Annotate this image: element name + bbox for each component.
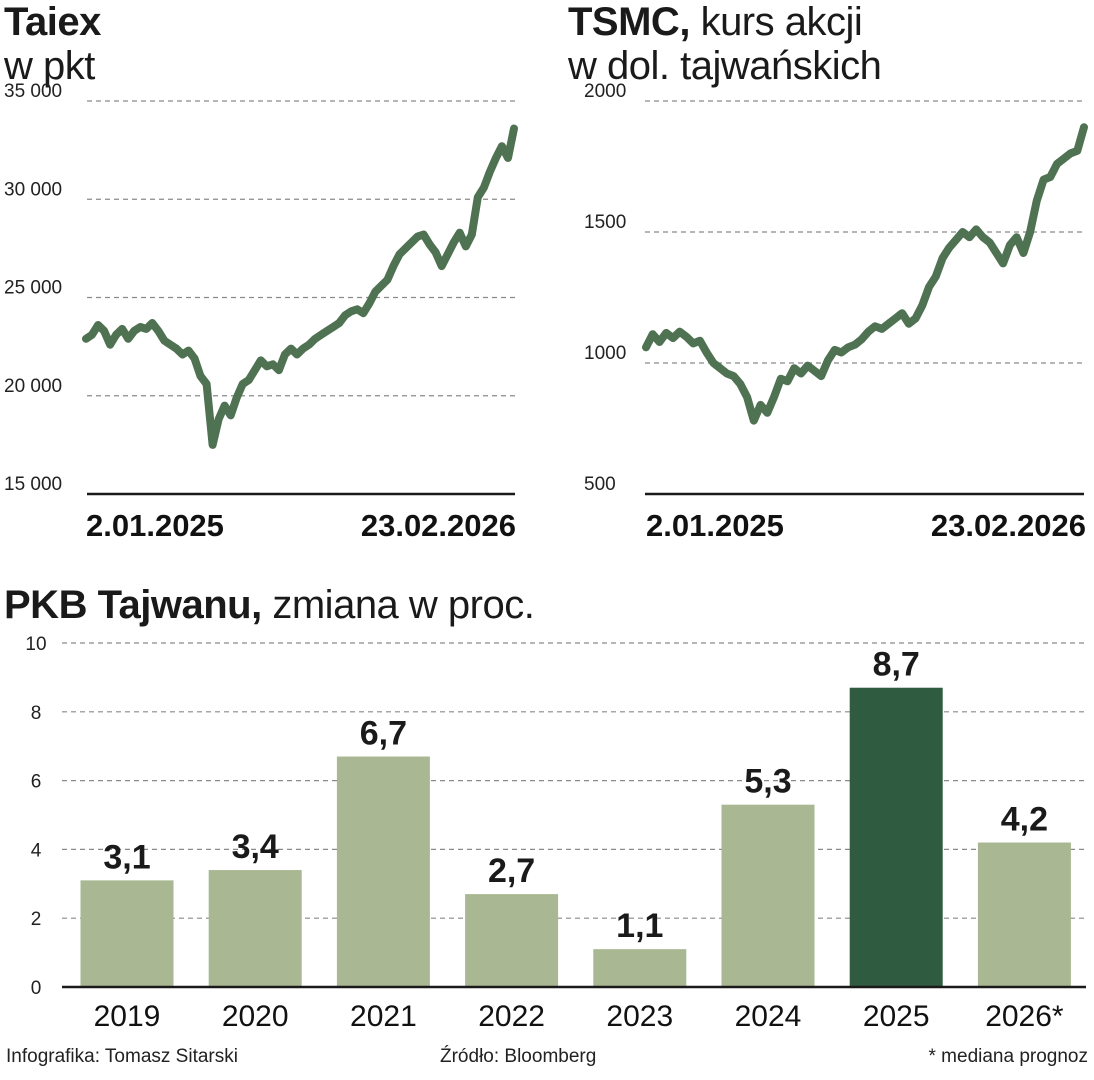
gdp-value-label: 1,1 [616, 907, 663, 945]
gdp-bar [336, 756, 430, 987]
gdp-title-bold: PKB Tajwanu, [4, 583, 262, 627]
gdp-bar [721, 804, 815, 987]
gdp-ytick-label: 0 [31, 978, 42, 999]
gdp-value-label: 4,2 [1001, 801, 1048, 839]
tsmc-subtitle-line1: kurs akcji [700, 0, 863, 44]
gdp-category-label: 2025 [863, 1000, 930, 1033]
tsmc-title: TSMC, kurs akcji w dol. tajwańskich [568, 0, 882, 88]
gdp-value-label: 5,3 [744, 763, 791, 801]
gdp-category-label: 2022 [478, 1000, 545, 1033]
taiex-title: Taiex w pkt [4, 0, 101, 88]
gdp-bar [208, 870, 302, 987]
tsmc-subtitle-line2: w dol. tajwańskich [568, 44, 882, 88]
tsmc-ytick-label: 1000 [584, 343, 626, 364]
taiex-series-line [82, 124, 518, 449]
gdp-bar [977, 842, 1071, 987]
tsmc-xlabel-end: 23.02.2026 [931, 508, 1086, 543]
gdp-value-label: 8,7 [873, 646, 920, 684]
gdp-ytick-label: 10 [25, 634, 46, 655]
tsmc-title-bold: TSMC, [568, 0, 690, 44]
gdp-ytick-label: 2 [31, 909, 42, 930]
gdp-subtitle: zmiana w proc. [272, 583, 535, 627]
footer-source: Źródło: Bloomberg [440, 1046, 597, 1067]
taiex-subtitle: w pkt [4, 44, 95, 88]
tsmc-ytick-label: 500 [584, 474, 616, 495]
taiex-title-bold: Taiex [4, 0, 101, 44]
gdp-ytick-label: 6 [31, 772, 42, 793]
taiex-line-chart: 15 000 20 000 25 000 30 000 35 000 2.01.2025 2… [4, 81, 518, 543]
footer-note: * mediana prognoz [928, 1046, 1089, 1067]
tsmc-xlabel-start: 2.01.2025 [646, 508, 784, 543]
taiex-ytick-label: 30 000 [4, 179, 62, 200]
tsmc-ytick-label: 2000 [584, 81, 626, 102]
taiex-ytick-label: 15 000 [4, 474, 62, 495]
gdp-bar [849, 687, 943, 987]
gdp-ytick-label: 4 [31, 840, 42, 861]
gdp-category-label: 2026* [985, 1000, 1064, 1033]
gdp-value-label: 6,7 [360, 715, 407, 753]
gdp-category-label: 2019 [94, 1000, 161, 1033]
taiex-xlabel-end: 23.02.2026 [361, 508, 516, 543]
taiex-xlabel-start: 2.01.2025 [86, 508, 224, 543]
gdp-category-label: 2021 [350, 1000, 417, 1033]
tsmc-ytick-label: 1500 [584, 212, 626, 233]
gdp-value-label: 2,7 [488, 852, 535, 890]
gdp-category-label: 2024 [735, 1000, 802, 1033]
gdp-bar [80, 880, 174, 987]
gdp-value-label: 3,1 [103, 838, 150, 876]
gdp-bar [593, 949, 687, 987]
gdp-value-label: 3,4 [232, 828, 279, 866]
gdp-bar [465, 894, 559, 987]
gdp-ytick-label: 8 [31, 703, 42, 724]
tsmc-series-line [642, 123, 1088, 425]
gdp-bar-chart: 0 2 4 6 8 10 3,1 2019 3,4 2020 6,7 2021 2,7 2022 1,1 20… [25, 634, 1086, 1033]
gdp-category-label: 2020 [222, 1000, 289, 1033]
footer-author: Infografika: Tomasz Sitarski [6, 1046, 238, 1067]
taiex-ytick-label: 35 000 [4, 81, 62, 102]
taiex-ytick-label: 25 000 [4, 278, 62, 299]
tsmc-line-chart: 500 1000 1500 2000 2.01.2025 23.02.2026 [584, 81, 1088, 543]
taiex-ytick-label: 20 000 [4, 376, 62, 397]
gdp-category-label: 2023 [606, 1000, 673, 1033]
gdp-title: PKB Tajwanu, zmiana w proc. [4, 583, 535, 627]
